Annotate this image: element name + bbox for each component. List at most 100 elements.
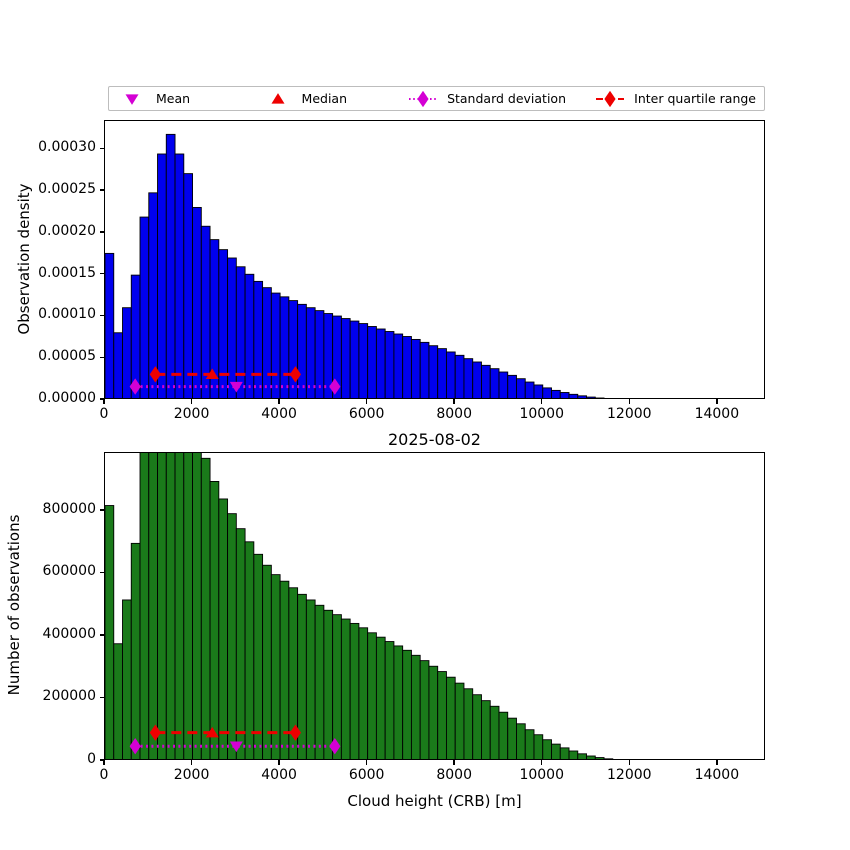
median-marker bbox=[205, 726, 219, 738]
histogram-bar bbox=[157, 453, 167, 759]
x-tick-mark bbox=[541, 399, 543, 404]
histogram-bar bbox=[375, 636, 386, 759]
y-tick-label: 0 bbox=[87, 751, 96, 767]
q1-diamond-marker bbox=[149, 366, 161, 383]
triangle-up-marker bbox=[263, 91, 293, 107]
histogram-bar bbox=[577, 753, 587, 759]
histogram-bar bbox=[594, 757, 605, 759]
legend-label: Inter quartile range bbox=[634, 91, 756, 106]
x-tick-mark bbox=[453, 399, 455, 404]
x-tick-mark bbox=[716, 760, 718, 765]
y-tick-label: 600000 bbox=[42, 563, 96, 580]
x-tick-mark bbox=[190, 399, 193, 404]
legend-entry: Mean bbox=[117, 91, 263, 107]
histogram-bar bbox=[402, 649, 412, 759]
histogram-bar bbox=[603, 758, 614, 759]
histogram-bar bbox=[253, 553, 264, 759]
y-tick-label: 0.00025 bbox=[38, 181, 96, 198]
x-tick-label: 12000 bbox=[607, 406, 652, 422]
histogram-bar bbox=[192, 453, 202, 759]
histogram-bar bbox=[227, 513, 237, 759]
y-tick-label: 0.00030 bbox=[38, 139, 96, 156]
chart-title: 2025-08-02 bbox=[388, 430, 481, 449]
y-tick-label: 0.00015 bbox=[38, 264, 96, 281]
histogram-bar bbox=[130, 542, 141, 759]
x-tick-mark bbox=[541, 760, 543, 765]
x-tick-mark bbox=[190, 760, 193, 765]
x-tick-mark bbox=[278, 760, 280, 765]
x-tick-mark bbox=[628, 399, 630, 404]
x-tick-label: 2000 bbox=[173, 767, 210, 783]
histogram-bar bbox=[542, 739, 552, 759]
density-plot-area bbox=[105, 133, 605, 398]
x-tick-label: 14000 bbox=[694, 406, 740, 422]
y-axis-label-count: Number of observations bbox=[5, 514, 23, 696]
histogram-bar bbox=[586, 396, 596, 398]
density-panel: Mean Median Standard deviation Inter quarti… bbox=[15, 86, 765, 449]
histogram-bar bbox=[105, 252, 115, 398]
density-axes bbox=[104, 120, 765, 399]
triangle-down-marker bbox=[117, 91, 147, 107]
y-tick-label: 0.00005 bbox=[38, 348, 96, 365]
diamond-marker bbox=[595, 90, 625, 107]
histogram-bar bbox=[174, 453, 185, 759]
histogram-bar bbox=[358, 627, 369, 759]
histogram-bar bbox=[165, 453, 176, 759]
x-tick-mark bbox=[628, 760, 630, 765]
histogram-bar bbox=[551, 743, 561, 759]
x-tick-label: 8000 bbox=[436, 767, 472, 783]
histogram-bar bbox=[419, 660, 430, 759]
y-tick-label: 400000 bbox=[42, 625, 96, 642]
histogram-bar bbox=[148, 453, 158, 759]
histogram-bar bbox=[367, 632, 377, 759]
x-tick-label: 2000 bbox=[173, 406, 210, 422]
histogram-bar bbox=[340, 618, 351, 759]
histogram-bar bbox=[122, 599, 132, 759]
y-tick-mark bbox=[99, 189, 105, 191]
histogram-bar bbox=[559, 747, 570, 759]
x-tick-label: 0 bbox=[99, 406, 109, 422]
y-tick-label: 0.00020 bbox=[38, 222, 96, 239]
histogram-bar bbox=[323, 609, 334, 759]
histogram-bar bbox=[314, 604, 325, 759]
y-tick-mark bbox=[99, 314, 105, 317]
median-marker bbox=[205, 368, 219, 380]
histogram-bar bbox=[454, 682, 465, 759]
histogram-bar bbox=[332, 614, 342, 759]
y-tick-mark bbox=[99, 759, 105, 761]
y-tick-mark bbox=[99, 509, 105, 511]
histogram-bar bbox=[507, 717, 517, 759]
diamond-marker bbox=[408, 90, 438, 107]
q3-diamond-marker bbox=[289, 366, 302, 383]
x-tick-label: 4000 bbox=[261, 406, 297, 422]
legend-label: Mean bbox=[156, 91, 191, 106]
x-tick-label: 0 bbox=[99, 767, 109, 783]
histogram-bar bbox=[183, 453, 193, 759]
histogram-bar bbox=[481, 700, 491, 759]
x-tick-label: 4000 bbox=[261, 767, 297, 783]
histogram-bar bbox=[393, 645, 404, 759]
histogram-bar bbox=[200, 457, 211, 759]
histogram-bar bbox=[105, 505, 115, 759]
x-tick-label: 12000 bbox=[607, 767, 652, 783]
x-tick-mark bbox=[103, 760, 105, 765]
histogram-bar bbox=[463, 688, 474, 759]
histogram-bar bbox=[533, 734, 544, 759]
histogram-bar bbox=[568, 750, 579, 759]
legend-entry: Standard deviation bbox=[408, 90, 595, 107]
x-tick-mark bbox=[716, 399, 718, 404]
histogram-bar bbox=[445, 676, 456, 759]
x-axis-label: Cloud height (CRB) [m] bbox=[347, 792, 522, 810]
histogram-bar bbox=[437, 671, 447, 759]
x-tick-mark bbox=[453, 760, 455, 765]
x-tick-label: 8000 bbox=[436, 406, 472, 422]
histogram-bar bbox=[305, 599, 316, 759]
y-tick-label: 0.00010 bbox=[38, 306, 96, 323]
histogram-bar bbox=[594, 397, 605, 398]
y-tick-mark bbox=[99, 273, 105, 275]
mean-marker bbox=[229, 741, 243, 753]
legend-label: Median bbox=[301, 91, 347, 106]
y-tick-mark bbox=[99, 231, 105, 233]
x-tick-label: 10000 bbox=[519, 767, 564, 783]
y-tick-mark bbox=[99, 147, 105, 150]
